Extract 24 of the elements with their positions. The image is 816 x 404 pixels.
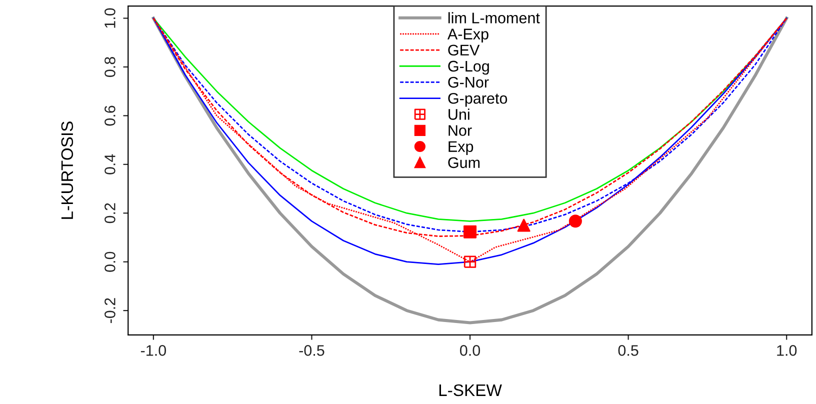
legend-label: Exp — [448, 141, 474, 156]
legend-label: lim L-moment — [448, 12, 540, 24]
legend-label: G-pareto — [448, 92, 508, 107]
x-tick-label: -1.0 — [140, 345, 166, 356]
legend-label: G-Log — [448, 60, 489, 75]
x-tick-label: 1.0 — [777, 345, 797, 356]
y-tick-label: -0.2 — [104, 298, 116, 324]
legend-label: Uni — [448, 108, 470, 120]
x-tick-label: -0.5 — [299, 345, 324, 356]
y-tick-label: 0.8 — [104, 57, 116, 77]
y-tick-label: 0.2 — [104, 203, 116, 224]
y-tick-label: 1.0 — [104, 8, 116, 28]
legend-label: A-Exp — [447, 28, 488, 42]
y-tick-label: 0.6 — [104, 106, 116, 126]
legend-label: G-Nor — [448, 76, 489, 88]
legend-label: Gum — [448, 157, 480, 168]
x-tick-label: 0.5 — [618, 345, 638, 356]
legend-label: GEV — [448, 44, 480, 56]
y-axis-title: L-KURTOSIS — [61, 122, 74, 219]
y-tick-label: 0.0 — [104, 252, 116, 272]
x-tick-label: 0.0 — [460, 345, 480, 356]
x-axis-title: L-SKEW — [439, 384, 502, 396]
legend-label: Nor — [448, 125, 472, 136]
y-tick-label: 0.4 — [104, 154, 116, 174]
